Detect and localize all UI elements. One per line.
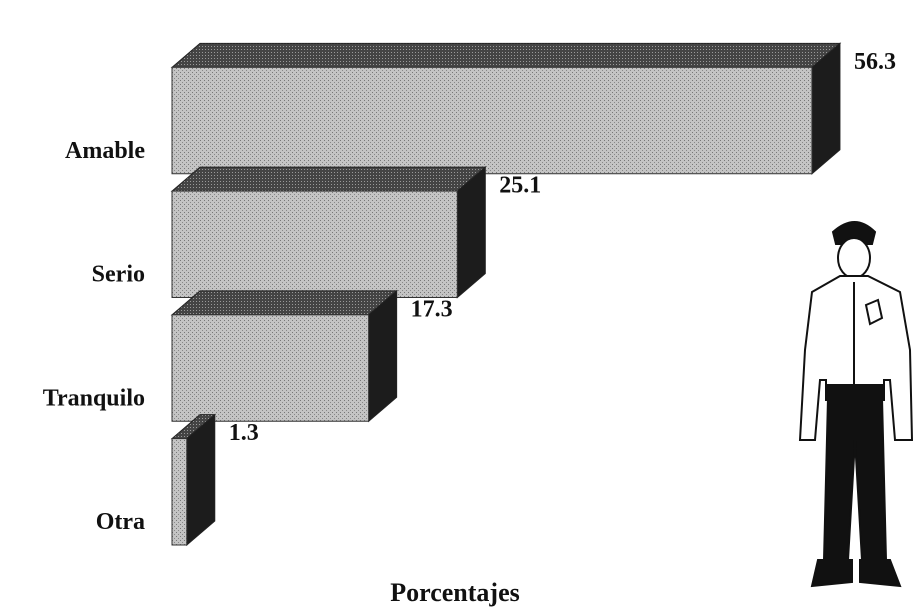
bar bbox=[171, 66, 813, 175]
value-label: 25.1 bbox=[499, 173, 541, 199]
x-axis-label: Porcentajes bbox=[390, 578, 519, 607]
bar bbox=[171, 314, 370, 422]
bar-top bbox=[170, 290, 398, 316]
bar bbox=[171, 438, 188, 546]
value-label: 17.3 bbox=[411, 296, 453, 322]
bar-top bbox=[170, 166, 487, 192]
y-tick-label: Otra bbox=[96, 509, 145, 535]
police-figure bbox=[798, 221, 913, 588]
bar-top bbox=[170, 42, 842, 68]
bar bbox=[171, 190, 458, 298]
value-label: 1.3 bbox=[229, 420, 259, 446]
value-label: 56.3 bbox=[854, 49, 896, 75]
y-tick-label: Serio bbox=[92, 262, 145, 288]
y-tick-label: Amable bbox=[65, 138, 145, 164]
y-tick-label: Tranquilo bbox=[43, 385, 145, 411]
